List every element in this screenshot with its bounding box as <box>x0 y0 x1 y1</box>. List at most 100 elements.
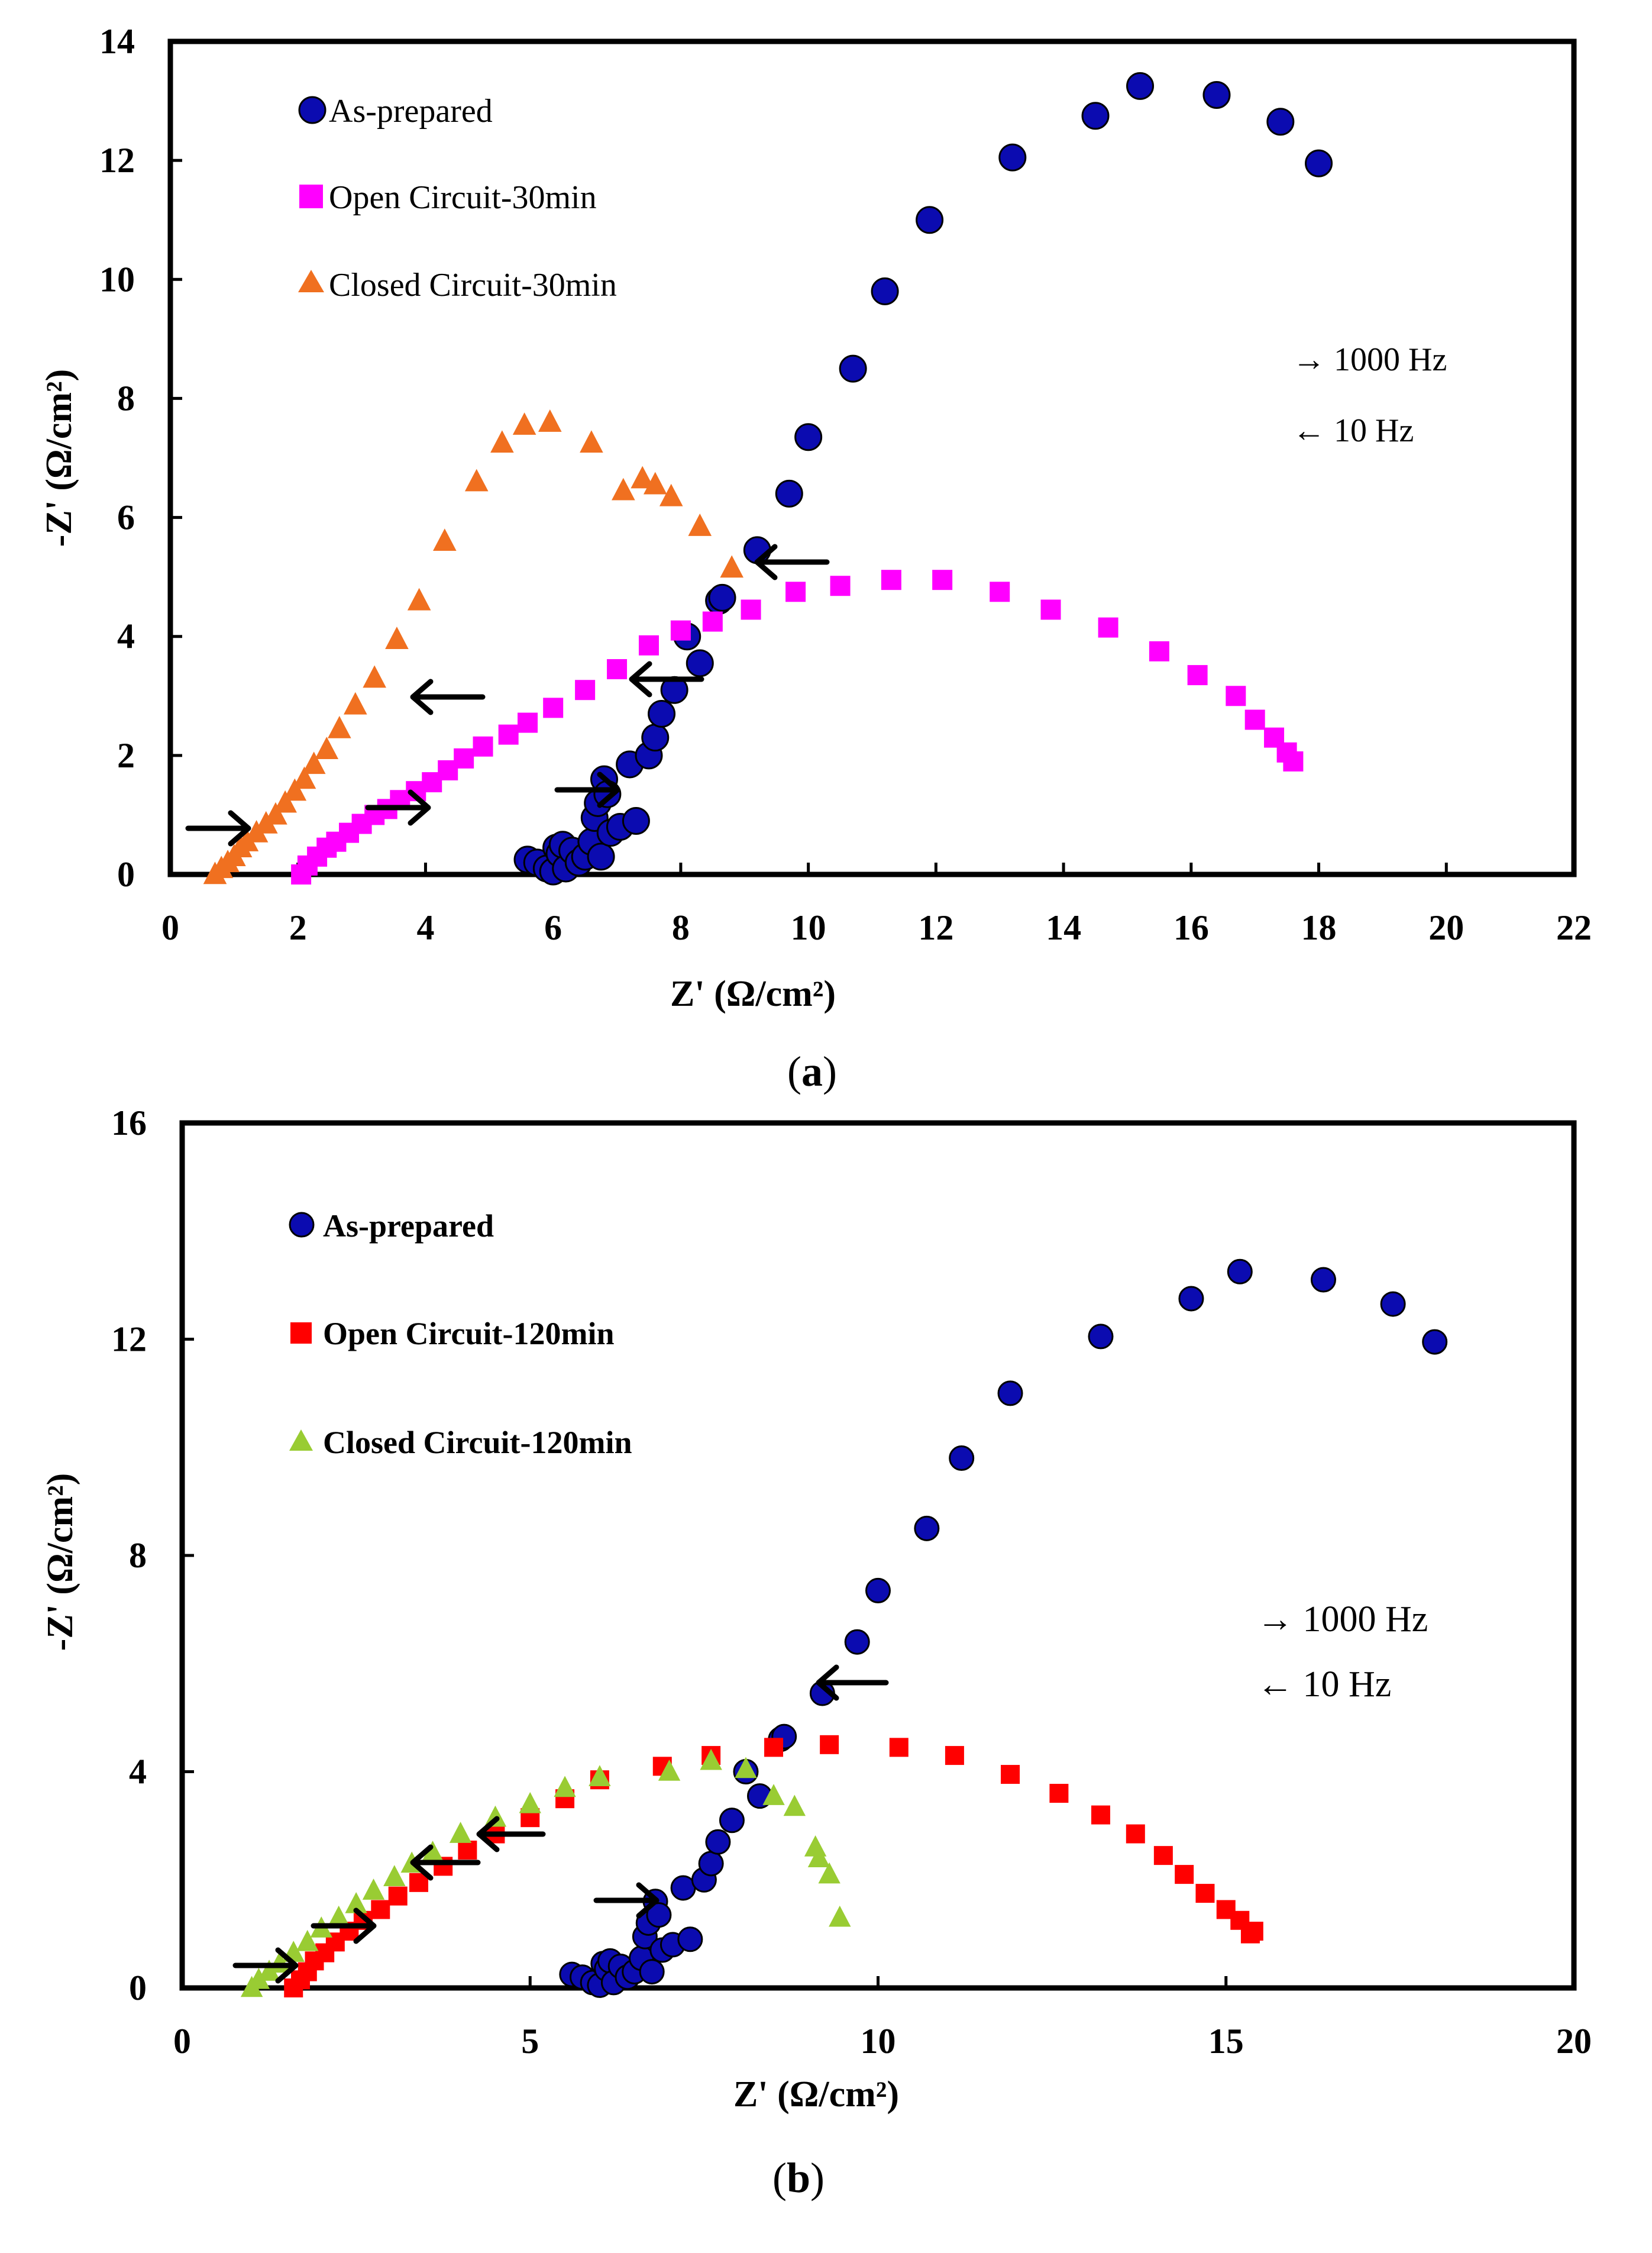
arrow-right-icon <box>311 1907 377 1944</box>
series-2-point <box>881 570 901 590</box>
series-1-point <box>865 1577 891 1603</box>
series-3-point <box>433 528 457 551</box>
y-tick-label: 4 <box>129 1752 147 1792</box>
pointer-arrows-a <box>185 544 830 847</box>
data-markers-b <box>240 1258 1448 1998</box>
x-tick-label: 15 <box>1208 2022 1244 2061</box>
series-3-point <box>589 1765 611 1786</box>
legend-b-closed-circuit-marker <box>289 1429 313 1451</box>
series-3-point <box>344 692 367 715</box>
series-3-point <box>362 1878 385 1900</box>
series-2-point <box>1283 751 1304 772</box>
series-2-point <box>498 724 519 745</box>
x-tick-label: 20 <box>1428 908 1464 947</box>
series-1-point <box>998 143 1027 172</box>
series-2-point <box>1049 1784 1069 1803</box>
legend-a-as-prepared-label: As-prepared <box>329 93 493 130</box>
x-tick-label: 10 <box>791 908 826 947</box>
series-3-point <box>519 1792 541 1813</box>
series-1-point <box>1088 1324 1114 1350</box>
legend-a: As-prepared Open Circuit-30min Closed Ci… <box>298 93 617 304</box>
series-1-point <box>916 206 944 234</box>
x-tick-label: 12 <box>918 908 953 947</box>
arrow-right-icon <box>365 789 431 826</box>
series-3-point <box>296 1929 319 1951</box>
series-2-point <box>830 576 851 596</box>
series-2-point <box>702 611 723 632</box>
arrow-right-icon <box>185 810 251 847</box>
series-1-point <box>719 1807 745 1834</box>
series-1-point <box>639 1959 665 1985</box>
series-3-point <box>643 472 667 495</box>
x-tick-label: 14 <box>1046 908 1081 947</box>
legend-b-as-prepared-label: As-prepared <box>323 1208 494 1244</box>
arrow-left-icon <box>476 1816 546 1852</box>
series-3-point <box>490 430 514 453</box>
y-tick-label: 4 <box>117 617 135 656</box>
series-1-point <box>871 277 899 305</box>
legend-a-open-circuit-label: Open Circuit-30min <box>329 179 597 216</box>
series-3-point <box>512 412 536 435</box>
series-1-point <box>622 806 650 835</box>
x-tick-label: 2 <box>289 908 307 947</box>
series-1-point <box>646 1902 672 1928</box>
y-tick-label: 2 <box>117 736 135 775</box>
series-2-point <box>1195 1884 1215 1903</box>
series-2-point <box>458 1840 477 1860</box>
series-2-point <box>1040 599 1061 620</box>
pointer-arrows-b <box>232 1664 889 1984</box>
series-2-point <box>607 659 628 680</box>
x-tick-label: 0 <box>173 2022 191 2061</box>
note-b-1000hz: → 1000 Hz <box>1257 1599 1428 1639</box>
series-3-point <box>700 1748 722 1770</box>
series-2-point <box>990 582 1010 602</box>
x-tick-label: 20 <box>1556 2022 1592 2061</box>
x-tick-label: 0 <box>161 908 179 947</box>
series-3-point <box>612 477 635 501</box>
series-3-point <box>383 1865 406 1886</box>
legend-a-closed-circuit-label: Closed Circuit-30min <box>329 267 617 304</box>
series-2-point <box>1001 1765 1020 1784</box>
series-3-point <box>345 1892 367 1913</box>
x-tick-label: 18 <box>1301 908 1337 947</box>
y-axis-title-a: -Z' (Ω/cm²) <box>39 369 79 547</box>
series-3-point <box>258 1960 280 1981</box>
series-1-point <box>794 423 823 451</box>
series-2-point <box>945 1746 964 1765</box>
series-2-point <box>1126 1824 1145 1844</box>
series-1-point <box>648 699 676 728</box>
series-2-point <box>1153 1846 1173 1865</box>
series-3-point <box>449 1822 472 1843</box>
legend-a-open-circuit-marker <box>299 185 323 208</box>
series-3-point <box>283 778 307 801</box>
y-tick-label: 0 <box>117 855 135 894</box>
series-2-point <box>741 599 761 620</box>
panel-label-b: (b) <box>772 2154 825 2202</box>
legend-b-open-circuit-label: Open Circuit-120min <box>323 1316 615 1351</box>
y-tick-label: 10 <box>99 260 135 299</box>
series-1-point <box>997 1380 1023 1406</box>
arrow-left-icon <box>410 679 486 715</box>
legend-a-as-prepared-marker <box>298 96 326 124</box>
series-2-point <box>820 1735 839 1754</box>
arrow-left-icon <box>816 1664 889 1701</box>
series-2-point <box>1187 665 1208 686</box>
series-3-point <box>328 716 351 738</box>
series-1-point <box>686 649 714 677</box>
arrow-right-icon <box>554 772 620 808</box>
series-1-point <box>705 1829 731 1855</box>
series-2-point <box>889 1738 909 1757</box>
series-3-point <box>363 665 386 688</box>
plot-area-a <box>167 38 1577 877</box>
y-axis-title-b: -Z' (Ω/cm²) <box>40 1473 80 1651</box>
series-3-point <box>762 1784 785 1805</box>
panel-b: As-prepared Open Circuit-120min Closed C… <box>40 1103 1592 2202</box>
y-tick-label: 12 <box>99 141 135 180</box>
tick-marks-b <box>180 1121 1576 1990</box>
tick-marks-a <box>169 40 1576 876</box>
series-3-point <box>247 1967 270 1989</box>
series-1-point <box>1126 72 1155 100</box>
series-3-point <box>688 514 712 536</box>
y-tick-label: 14 <box>99 22 135 61</box>
series-2-point <box>1091 1805 1110 1825</box>
